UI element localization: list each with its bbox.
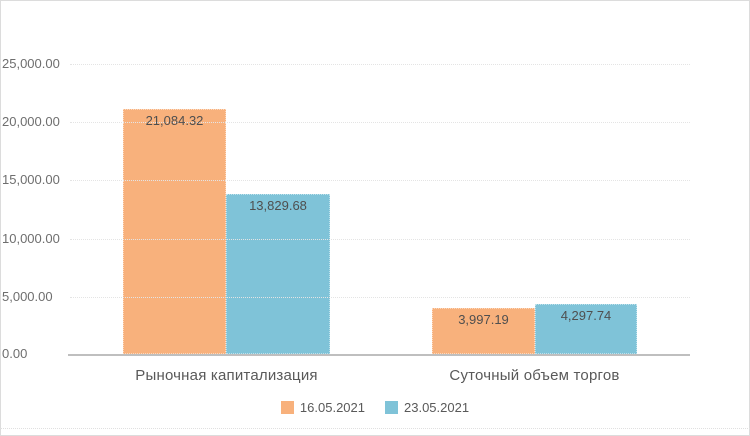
y-axis-tick-label: 0.00 [2, 346, 28, 361]
bar-value-label: 4,297.74 [560, 308, 612, 323]
gridline [70, 239, 690, 240]
legend-label: 16.05.2021 [299, 400, 365, 415]
gridline [70, 180, 690, 181]
bar-value-label: 3,997.19 [458, 312, 509, 327]
bar-16-05-2021-market-cap[interactable] [123, 109, 226, 354]
category-label-daily-volume: Суточный объем торгов [449, 367, 620, 384]
y-axis-tick-label: 20,000.00 [2, 114, 60, 129]
bar-value-label: 21,084.32 [145, 113, 204, 128]
gridline [70, 64, 690, 65]
bar-value-label: 13,829.68 [249, 198, 307, 213]
legend-swatch-icon [385, 401, 398, 414]
legend-label: 23.05.2021 [404, 400, 470, 415]
bar-16-05-2021-daily-volume[interactable] [432, 308, 535, 354]
y-axis-tick-label: 10,000.00 [2, 231, 60, 246]
legend-swatch-icon [280, 401, 294, 414]
category-label-market-cap: Рыночная капитализация [135, 367, 318, 384]
bar-23-05-2021-daily-volume[interactable] [535, 304, 637, 354]
y-axis-tick-label: 5,000.00 [2, 289, 53, 304]
gridline [70, 297, 690, 298]
gridline [70, 122, 690, 123]
bar-23-05-2021-market-cap[interactable] [226, 194, 330, 354]
y-axis-tick-label: 15,000.00 [2, 172, 60, 187]
legend-item-16-05-2021[interactable]: 16.05.2021 [280, 400, 365, 415]
bottom-divider [0, 428, 750, 429]
legend: 16.05.2021 23.05.2021 [0, 400, 750, 415]
y-axis-tick-label: 25,000.00 [2, 56, 60, 71]
x-axis-line [68, 354, 690, 356]
legend-item-23-05-2021[interactable]: 23.05.2021 [385, 400, 469, 415]
